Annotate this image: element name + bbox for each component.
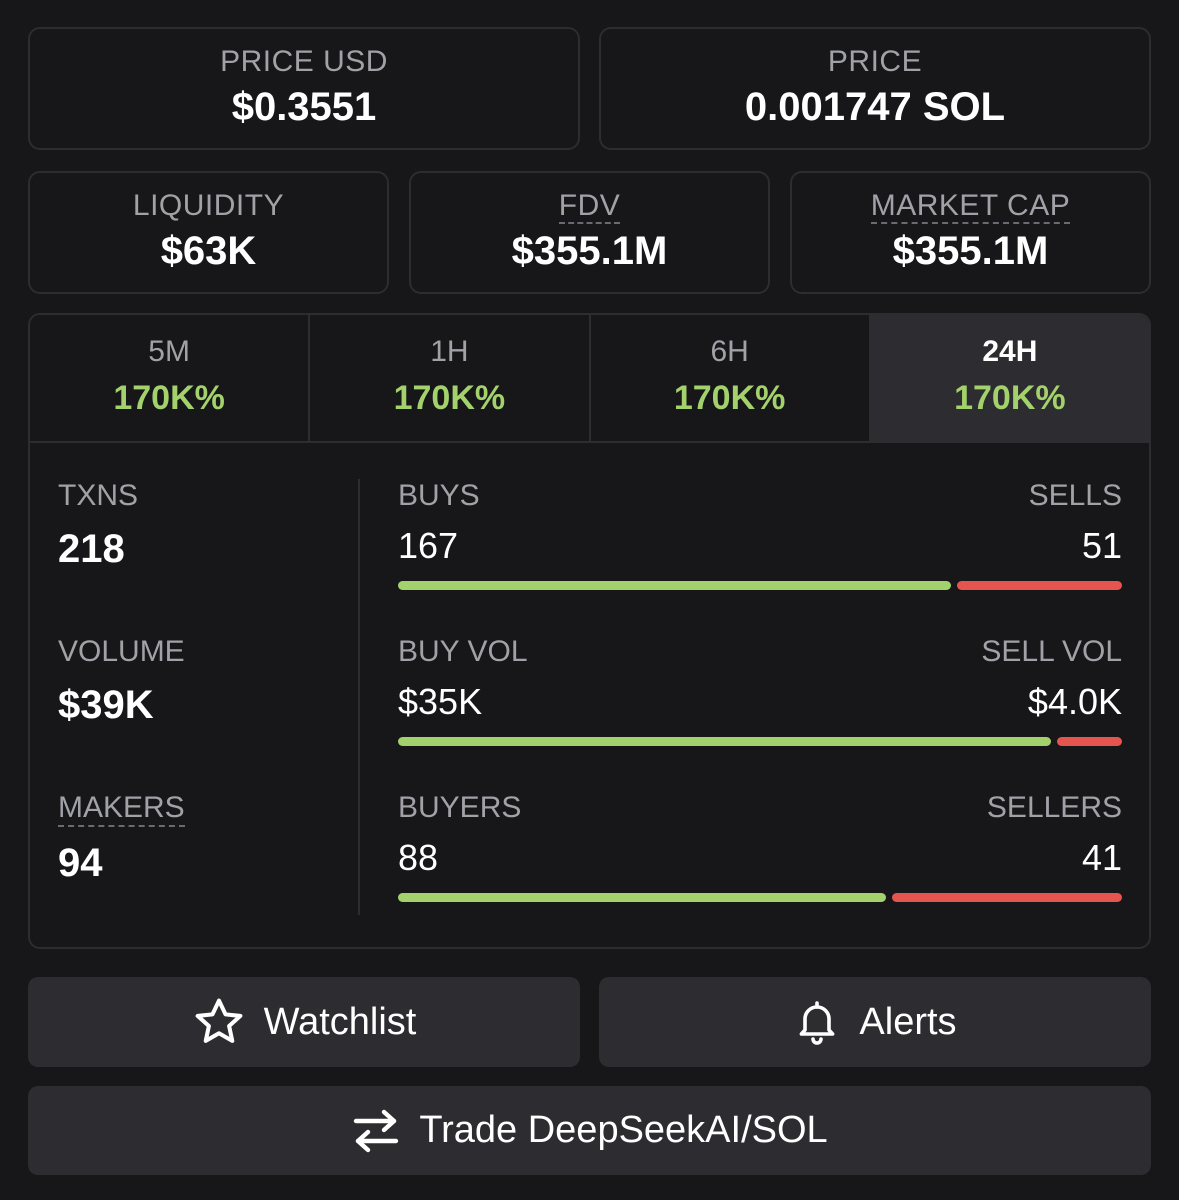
txns-metric: TXNS 218 [58, 479, 358, 635]
sell-bar-segment [1057, 737, 1122, 746]
sells-value: 51 [1081, 525, 1122, 566]
buys-value: 167 [398, 525, 459, 566]
price-sol-label: PRICE [827, 45, 923, 78]
buy-bar-segment [398, 893, 886, 902]
volume-ratio-bar [398, 737, 1122, 746]
price-sol-card: PRICE 0.001747 SOL [599, 27, 1151, 150]
liquidity-label: LIQUIDITY [132, 189, 285, 222]
alerts-label: Alerts [859, 1000, 957, 1043]
tab-label: 6H [710, 335, 749, 368]
buy-vol-label: BUY VOL [398, 635, 528, 668]
ratios-column: BUYS SELLS 167 51 BUY VOL SELL VOL $35K … [398, 479, 1122, 947]
volume-label: VOLUME [58, 635, 185, 668]
fdv-value: $355.1M [511, 229, 668, 273]
makers-label[interactable]: MAKERS [58, 791, 185, 827]
buy-bar-segment [398, 581, 951, 590]
trade-button[interactable]: Trade DeepSeekAI/SOL [28, 1086, 1151, 1175]
column-divider [358, 479, 360, 915]
txns-ratio: BUYS SELLS 167 51 [398, 479, 1122, 635]
bell-icon [800, 1001, 835, 1045]
tab-1h[interactable]: 1H 170K% [310, 315, 591, 441]
makers-value: 94 [58, 841, 103, 885]
price-usd-label: PRICE USD [220, 45, 388, 78]
alerts-button[interactable]: Alerts [599, 977, 1151, 1067]
volume-value: $39K [58, 683, 154, 727]
makers-metric: MAKERS 94 [58, 791, 358, 947]
tab-label: 24H [982, 335, 1038, 368]
txns-label: TXNS [58, 479, 139, 512]
tab-6h[interactable]: 6H 170K% [590, 315, 871, 441]
txns-ratio-bar [398, 581, 1122, 590]
tab-change-value: 170K% [673, 379, 786, 417]
tab-label: 5M [148, 335, 190, 368]
trade-label: Trade DeepSeekAI/SOL [419, 1109, 828, 1151]
volume-ratio: BUY VOL SELL VOL $35K $4.0K [398, 635, 1122, 791]
tab-5m[interactable]: 5M 170K% [30, 315, 311, 441]
makers-ratio-bar [398, 893, 1122, 902]
sell-vol-label: SELL VOL [981, 635, 1122, 668]
star-icon [195, 998, 243, 1043]
price-sol-value: 0.001747 SOL [744, 85, 1006, 129]
liquidity-card: LIQUIDITY $63K [28, 171, 389, 294]
stats-panel: 5M 170K% 1H 170K% 6H 170K% 24H 170K% TXN… [28, 313, 1151, 949]
metrics-column: TXNS 218 VOLUME $39K MAKERS 94 [58, 479, 358, 947]
liquidity-value: $63K [160, 229, 257, 273]
sell-bar-segment [892, 893, 1122, 902]
makers-ratio: BUYERS SELLERS 88 41 [398, 791, 1122, 947]
price-usd-value: $0.3551 [231, 85, 377, 129]
sell-bar-segment [957, 581, 1122, 590]
sellers-value: 41 [1081, 837, 1122, 878]
tab-label: 1H [430, 335, 469, 368]
watchlist-button[interactable]: Watchlist [28, 977, 580, 1067]
market-cap-label[interactable]: MARKET CAP [870, 189, 1071, 224]
buy-bar-segment [398, 737, 1051, 746]
buyers-value: 88 [398, 837, 439, 878]
market-cap-card[interactable]: MARKET CAP $355.1M [790, 171, 1151, 294]
buys-label: BUYS [398, 479, 480, 512]
sells-label: SELLS [1028, 479, 1122, 512]
swap-arrows-icon [354, 1109, 399, 1152]
timeframe-tabs: 5M 170K% 1H 170K% 6H 170K% 24H 170K% [30, 315, 1149, 443]
buy-vol-value: $35K [398, 681, 483, 722]
tab-change-value: 170K% [393, 379, 506, 417]
txns-value: 218 [58, 527, 125, 571]
fdv-card[interactable]: FDV $355.1M [409, 171, 770, 294]
sellers-label: SELLERS [986, 791, 1122, 824]
tab-change-value: 170K% [954, 379, 1066, 417]
price-usd-card: PRICE USD $0.3551 [28, 27, 580, 150]
tab-24h[interactable]: 24H 170K% [870, 315, 1149, 441]
buyers-label: BUYERS [398, 791, 522, 824]
tab-change-value: 170K% [113, 379, 225, 417]
watchlist-label: Watchlist [263, 1000, 417, 1043]
sell-vol-value: $4.0K [1027, 681, 1122, 722]
market-cap-value: $355.1M [892, 229, 1049, 273]
fdv-label[interactable]: FDV [558, 189, 621, 224]
volume-metric: VOLUME $39K [58, 635, 358, 791]
